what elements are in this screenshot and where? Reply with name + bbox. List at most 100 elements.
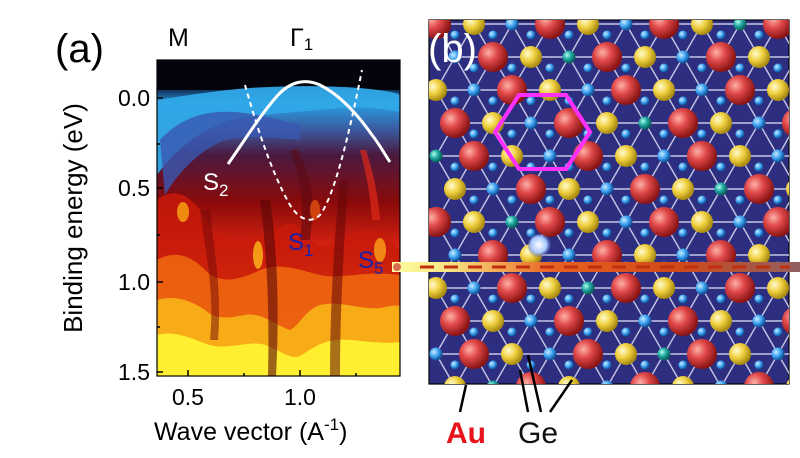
interstitial-atom: [716, 30, 726, 40]
interstitial-atom: [508, 394, 517, 403]
au-atom: [573, 141, 603, 171]
ge-atom: [767, 79, 789, 101]
au-atom: [744, 372, 774, 384]
interstitial-atom: [621, 129, 631, 139]
au-atom: [497, 273, 527, 303]
ge-small-atom: [657, 347, 671, 361]
lattice-bond: [493, 387, 512, 420]
ge-atom: [710, 112, 732, 134]
interstitial-atom: [564, 360, 574, 370]
interstitial-atom: [773, 195, 783, 205]
au-atom: [611, 75, 641, 105]
interstitial-atom: [621, 195, 631, 205]
interstitial-atom: [754, 96, 764, 106]
ge-small-atom: [581, 281, 595, 295]
lattice-bond: [759, 387, 778, 420]
interstitial-atom: [621, 63, 631, 73]
au-atom: [497, 75, 527, 105]
interstitial-atom: [659, 327, 669, 337]
ge-small-atom: [752, 116, 766, 130]
arpes-frame: [156, 59, 401, 377]
legend-pointers: [458, 354, 574, 413]
lattice-panel: (b) Au Ge: [392, 19, 800, 450]
interstitial-atom: [507, 63, 517, 73]
arpes-panel: 0.0 0.5 1.0 1.5 0.5 1.0 Binding energy (…: [55, 24, 401, 446]
interstitial-atom: [507, 129, 517, 139]
lattice-bond: [683, 387, 702, 420]
interstitial-atom: [469, 195, 479, 205]
legend-ge: Ge: [518, 417, 558, 450]
interstitial-atom: [773, 129, 783, 139]
ge-atom: [615, 145, 637, 167]
interstitial-atom: [450, 228, 460, 238]
ytick-label: 1.0: [118, 269, 150, 295]
ge-small-atom: [524, 314, 538, 328]
ge-small-atom: [467, 281, 481, 295]
ge-atom: [691, 20, 713, 35]
interstitial-atom: [526, 30, 536, 40]
interstitial-atom: [507, 327, 517, 337]
ge-atom: [729, 343, 751, 365]
ge-atom: [786, 181, 789, 197]
ge-small-atom: [543, 149, 557, 163]
interstitial-atom: [716, 360, 726, 370]
ge-small-atom: [638, 314, 652, 328]
lattice-bond: [607, 387, 626, 420]
au-atom: [535, 207, 565, 237]
interstitial-atom: [678, 294, 688, 304]
interstitial-atom: [545, 195, 555, 205]
interstitial-atom: [450, 162, 460, 172]
lattice-bond: [740, 387, 759, 420]
lattice-bond: [664, 387, 683, 420]
interstitial-atom: [450, 294, 460, 304]
interstitial-atom: [754, 30, 764, 40]
ge-atom: [634, 46, 656, 68]
ge-small-atom: [791, 249, 800, 262]
interstitial-atom: [488, 96, 498, 106]
interstitial-atom: [640, 294, 650, 304]
interstitial-atom: [793, 163, 800, 172]
ge-small-atom: [486, 182, 500, 196]
ge-atom: [615, 343, 637, 365]
interstitial-atom: [773, 63, 783, 73]
interstitial-atom: [773, 327, 783, 337]
ge-small-atom: [638, 116, 652, 130]
au-atom: [706, 42, 736, 72]
ge-atom: [710, 310, 732, 332]
ge-small-atom: [600, 182, 614, 196]
au-atom: [649, 207, 679, 237]
au-atom: [782, 308, 789, 334]
ge-atom: [463, 20, 485, 35]
unit-cell-hexagon: [492, 93, 593, 171]
au-atom: [725, 75, 755, 105]
au-atom: [763, 405, 793, 435]
interstitial-atom: [793, 295, 800, 304]
au-atom: [554, 306, 584, 336]
ge-small-atom: [505, 20, 519, 31]
au-atom: [459, 141, 489, 171]
ge-atom: [429, 277, 447, 299]
au-atom: [630, 372, 660, 384]
ge-atom: [748, 244, 770, 266]
au-atom: [459, 339, 489, 369]
lattice-bond: [531, 387, 550, 420]
interstitial-atom: [793, 97, 800, 106]
interstitial-atom: [640, 162, 650, 172]
ge-small-atom: [791, 51, 800, 64]
au-atom: [687, 339, 717, 369]
interstitial-atom: [602, 162, 612, 172]
ge-small-atom: [505, 215, 519, 229]
ge-small-atom: [620, 414, 633, 427]
au-atom: [429, 20, 451, 39]
ge-small-atom: [714, 182, 728, 196]
au-atom: [668, 108, 698, 138]
interstitial-atom: [716, 162, 726, 172]
au-atom: [687, 141, 717, 171]
interstitial-atom: [660, 394, 669, 403]
ge-small-atom: [657, 149, 671, 163]
au-atom: [668, 306, 698, 336]
interstitial-atom: [735, 63, 745, 73]
interstitial-atom: [678, 30, 688, 40]
top-label-m: M: [168, 24, 189, 52]
ge-small-atom: [715, 380, 727, 384]
